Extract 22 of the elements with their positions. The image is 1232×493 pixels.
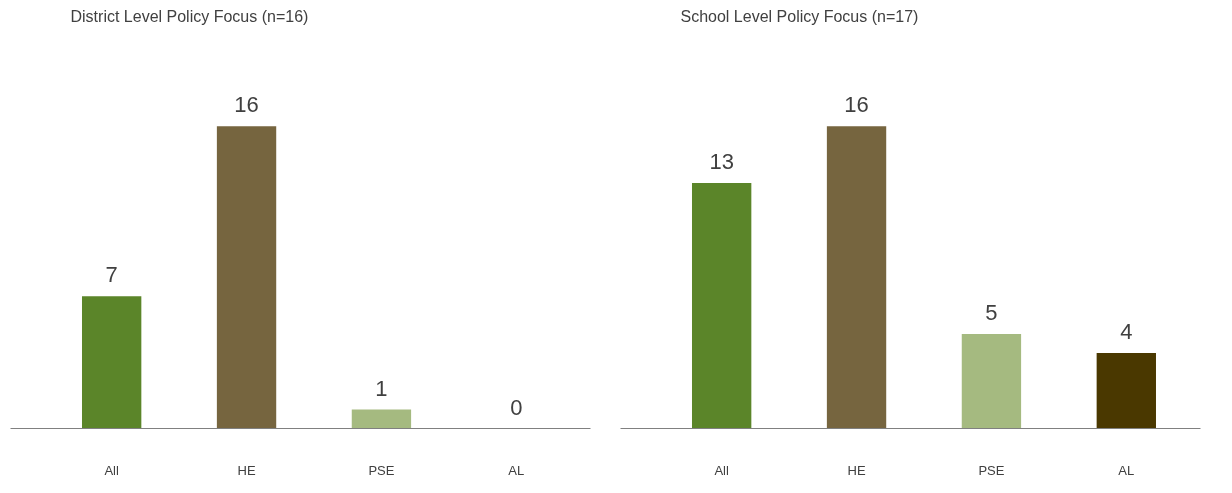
bar xyxy=(1096,352,1156,429)
data-label: 16 xyxy=(844,92,869,118)
x-tick-label: PSE xyxy=(978,462,1005,478)
chart-title: School Level Policy Focus (n=17) xyxy=(680,7,919,25)
x-tick-label: PSE xyxy=(368,462,395,478)
data-label: 1 xyxy=(375,375,388,401)
x-tick-label: HE xyxy=(237,462,256,478)
bar xyxy=(691,182,752,429)
bar xyxy=(826,126,887,429)
data-label: 13 xyxy=(709,148,734,174)
chart-title: District Level Policy Focus (n=16) xyxy=(70,7,309,25)
bar xyxy=(961,334,1022,429)
data-label: 0 xyxy=(510,394,523,420)
x-tick-label: AL xyxy=(1118,462,1135,478)
data-label: 16 xyxy=(234,92,259,118)
x-tick-label: AL xyxy=(508,462,525,478)
data-label: 7 xyxy=(105,262,118,288)
x-tick-label: All xyxy=(104,462,119,478)
x-tick-label: HE xyxy=(847,462,866,478)
data-label: 5 xyxy=(985,300,998,326)
data-label: 4 xyxy=(1120,318,1133,344)
x-tick-label: All xyxy=(714,462,729,478)
